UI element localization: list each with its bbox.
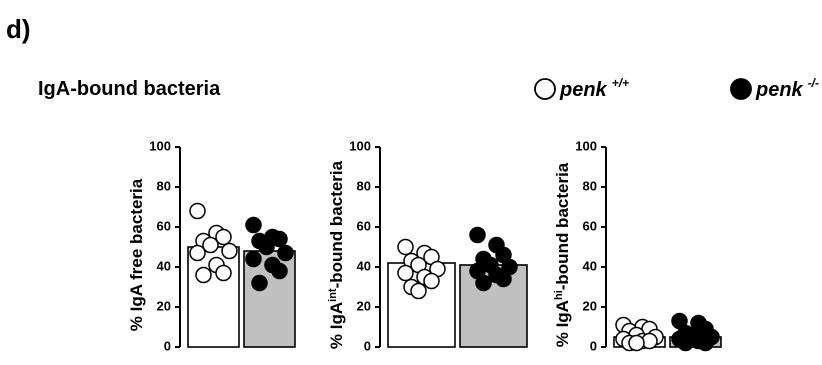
legend-label: penk +/+ bbox=[559, 76, 629, 101]
data-point bbox=[258, 238, 275, 256]
y-tick-label: 60 bbox=[157, 218, 171, 233]
data-point bbox=[410, 282, 427, 300]
data-point bbox=[189, 202, 206, 220]
figure-title: IgA-bound bacteria bbox=[38, 78, 221, 100]
y-axis-label: % IgA free bacteria bbox=[127, 178, 146, 331]
data-point bbox=[397, 264, 414, 282]
data-point bbox=[195, 266, 212, 284]
legend-marker bbox=[730, 78, 752, 100]
y-axis-label-part: int bbox=[327, 288, 339, 302]
data-point bbox=[475, 274, 492, 292]
data-point bbox=[245, 250, 262, 268]
legend-marker bbox=[534, 78, 556, 100]
data-point bbox=[215, 228, 232, 246]
y-tick-label: 0 bbox=[590, 338, 597, 353]
data-point bbox=[215, 264, 232, 282]
y-axis-label-part: hi bbox=[553, 290, 565, 300]
y-tick-label: 80 bbox=[583, 178, 597, 193]
y-tick-label: 100 bbox=[149, 138, 171, 153]
y-tick-label: 100 bbox=[575, 138, 597, 153]
data-point bbox=[202, 236, 219, 254]
legend-name: penk bbox=[755, 79, 804, 101]
y-tick-label: 40 bbox=[583, 258, 597, 273]
y-axis-label-part: -bound bacteria bbox=[327, 160, 346, 288]
y-tick-label: 0 bbox=[164, 338, 171, 353]
y-axis-label-part: % IgA bbox=[327, 302, 346, 349]
y-tick-label: 40 bbox=[157, 258, 171, 273]
data-point bbox=[277, 244, 294, 262]
panel-label: d) bbox=[6, 14, 31, 44]
y-axis-label: % IgAhi-bound bacteria bbox=[553, 162, 572, 347]
data-point bbox=[251, 274, 268, 292]
legend-sup: +/+ bbox=[612, 76, 629, 90]
y-tick-label: 20 bbox=[157, 298, 171, 313]
data-point bbox=[469, 226, 486, 244]
y-tick-label: 80 bbox=[357, 178, 371, 193]
y-axis-label-part: -bound bacteria bbox=[553, 162, 572, 290]
y-axis-label-part: % IgA free bacteria bbox=[127, 178, 146, 331]
data-point bbox=[245, 216, 262, 234]
legend-label: penk -/- bbox=[755, 76, 819, 101]
y-tick-label: 20 bbox=[357, 298, 371, 313]
y-tick-label: 60 bbox=[583, 218, 597, 233]
data-point bbox=[677, 334, 694, 352]
data-point bbox=[271, 230, 288, 248]
y-tick-label: 0 bbox=[364, 338, 371, 353]
data-point bbox=[221, 242, 238, 260]
legend-name: penk bbox=[559, 79, 608, 101]
y-tick-label: 40 bbox=[357, 258, 371, 273]
data-point bbox=[397, 238, 414, 256]
y-tick-label: 60 bbox=[357, 218, 371, 233]
legend-sup: -/- bbox=[808, 76, 819, 90]
data-point bbox=[697, 334, 714, 352]
y-tick-label: 80 bbox=[157, 178, 171, 193]
y-tick-label: 20 bbox=[583, 298, 597, 313]
y-axis-label-part: % IgA bbox=[553, 300, 572, 347]
y-axis-label: % IgAint-bound bacteria bbox=[327, 160, 346, 349]
data-point bbox=[271, 262, 288, 280]
data-point bbox=[189, 244, 206, 262]
data-point bbox=[495, 270, 512, 288]
data-point bbox=[423, 272, 440, 290]
y-tick-label: 100 bbox=[349, 138, 371, 153]
data-point bbox=[628, 334, 645, 352]
